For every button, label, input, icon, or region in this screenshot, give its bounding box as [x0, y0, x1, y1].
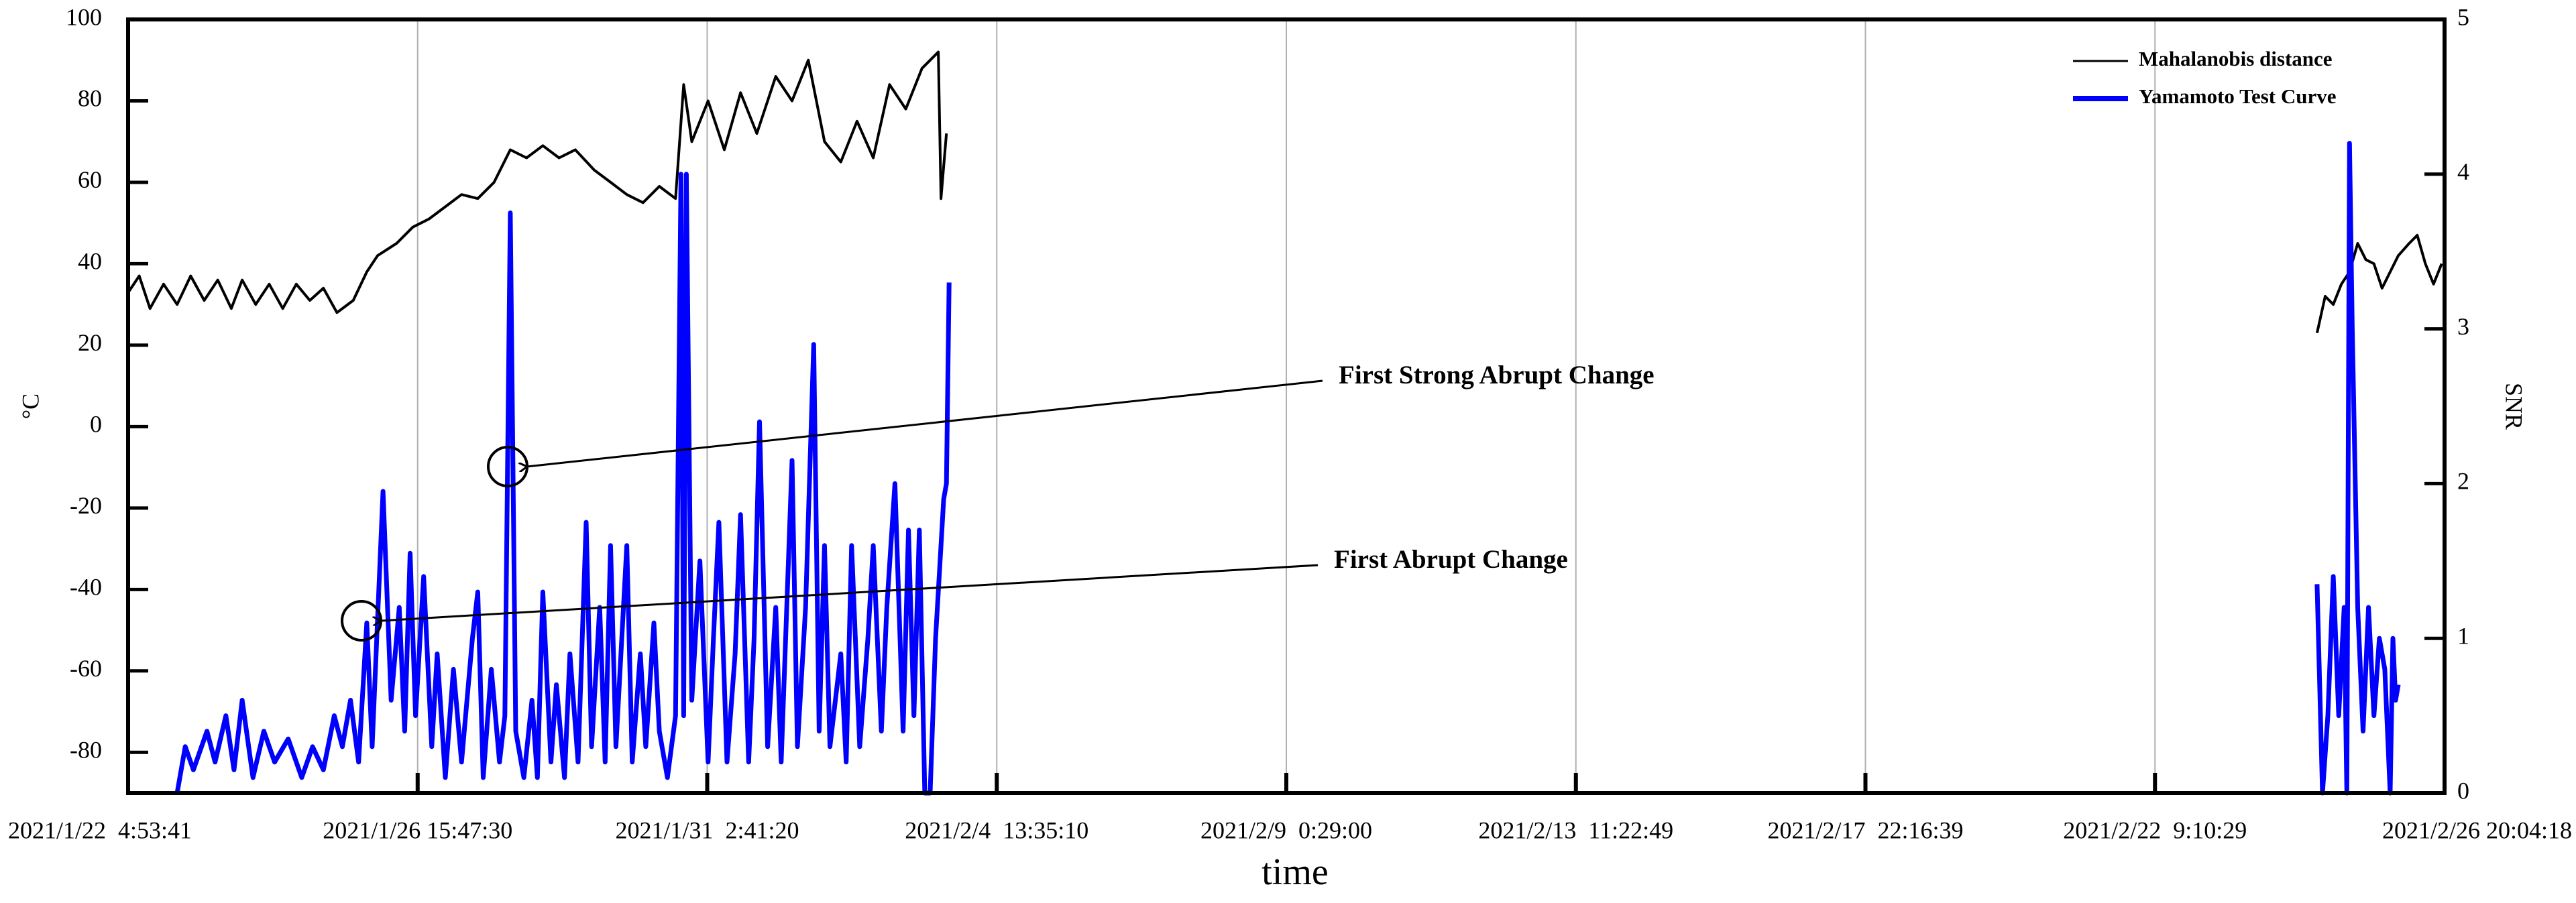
- annotation-text: First Strong Abrupt Change: [1339, 361, 1655, 389]
- x-tick-label: 2021/2/13 11:22:49: [1478, 817, 1673, 843]
- annotation-arrow: [527, 379, 1323, 467]
- y-tick-label: -80: [70, 737, 102, 764]
- axes: 2021/1/22 4:53:41 2021/1/26 15:47:30 2021/…: [8, 3, 2572, 843]
- y-tick-label: 100: [66, 3, 102, 30]
- x-tick-label: 2021/2/26 20:04:18: [2382, 817, 2572, 843]
- y-tick-label: 20: [78, 329, 102, 356]
- x-tick-label: 2021/1/31 2:41:20: [615, 817, 799, 843]
- y-tick-label: 60: [78, 166, 102, 193]
- x-tick-label: 2021/2/9 0:29:00: [1200, 817, 1372, 843]
- y2-tick-label: 2: [2457, 468, 2469, 495]
- legend-label: Mahalanobis distance: [2139, 47, 2333, 70]
- y2-tick-label: 5: [2457, 3, 2469, 30]
- x-axis-label: time: [1262, 851, 1329, 893]
- x-tick-label: 2021/2/17 22:16:39: [1767, 817, 1963, 843]
- y-tick-label: -20: [70, 492, 102, 519]
- y2-axis-label: SNR: [2501, 383, 2528, 430]
- y2-tick-label: 3: [2457, 313, 2469, 340]
- grid: [416, 19, 2156, 793]
- annotation-text: First Abrupt Change: [1334, 545, 1568, 574]
- annotation-arrow: [381, 564, 1319, 621]
- y-tick-label: -40: [70, 574, 102, 601]
- legend-label: Yamamoto Test Curve: [2139, 84, 2337, 108]
- y-tick-label: 40: [78, 248, 102, 275]
- plot-frame: [126, 17, 2447, 795]
- x-tick-label: 2021/2/4 13:35:10: [905, 817, 1088, 843]
- y-tick-label: -60: [70, 655, 102, 682]
- y2-tick-label: 4: [2457, 158, 2469, 185]
- x-tick-label: 2021/1/22 4:53:41: [8, 817, 192, 843]
- data-line: [127, 50, 2443, 334]
- y2-tick-label: 0: [2457, 777, 2469, 804]
- y2-tick-label: 1: [2457, 622, 2469, 649]
- y-tick-label: 0: [90, 411, 102, 438]
- x-tick-label: 2021/1/26 15:47:30: [323, 817, 512, 843]
- y-tick-label: 80: [78, 85, 102, 112]
- y-axis-label: °C: [17, 394, 44, 419]
- x-tick-label: 2021/2/22 9:10:29: [2063, 817, 2247, 843]
